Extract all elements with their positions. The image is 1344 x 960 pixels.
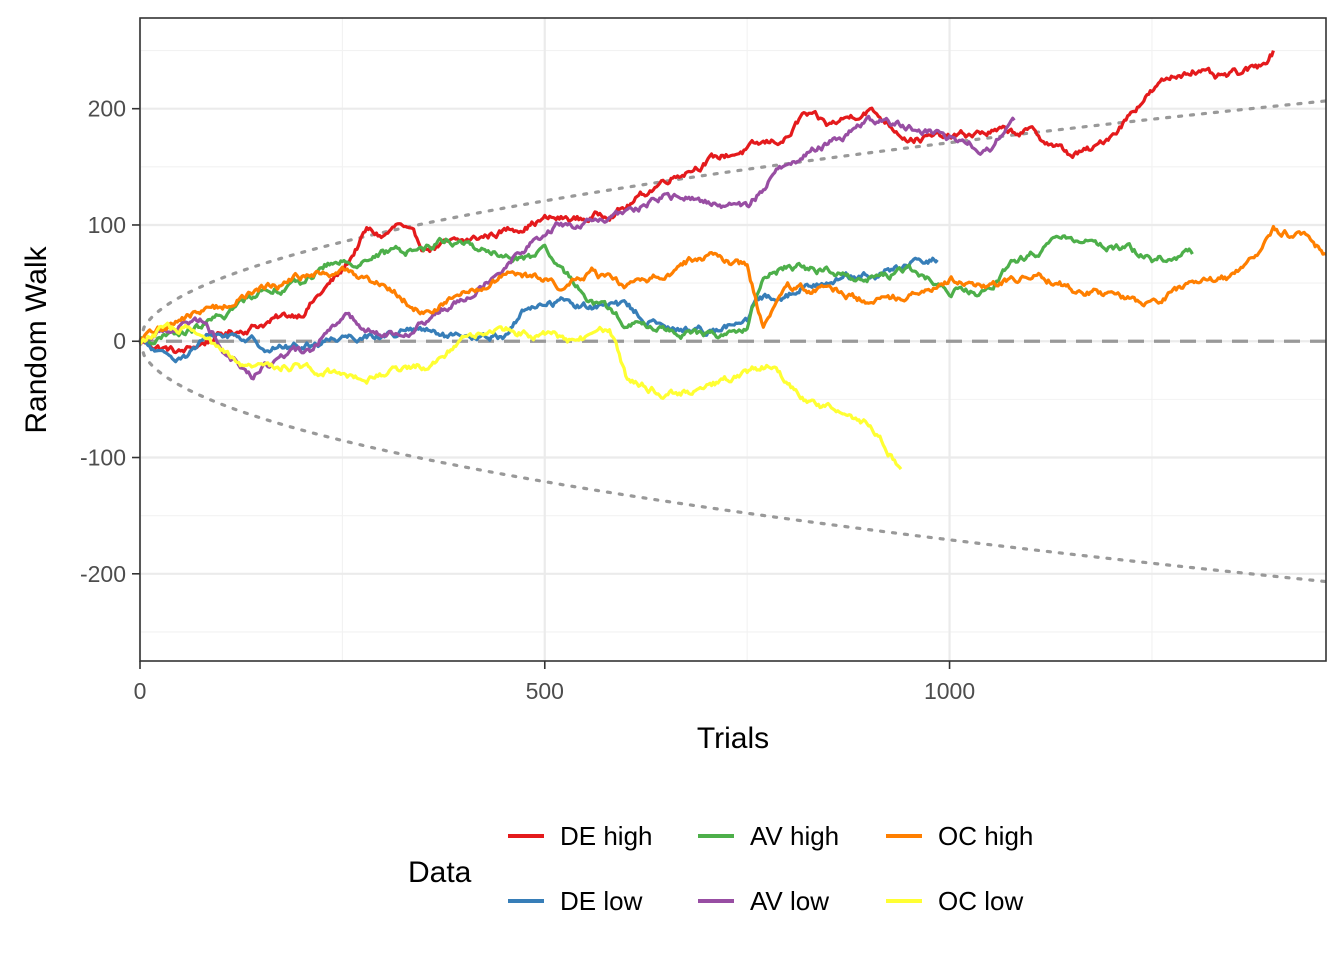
y-tick-label: -200 [80, 561, 126, 587]
legend-item-oc-low: OC low [886, 886, 1023, 916]
legend-item-de-low: DE low [508, 886, 643, 916]
legend-label: AV low [750, 886, 829, 916]
y-tick-label: 0 [113, 328, 126, 354]
legend-item-av-high: AV high [698, 821, 839, 851]
legend-title: Data [408, 856, 472, 889]
panel-background [140, 18, 1326, 661]
legend-item-oc-high: OC high [886, 821, 1033, 851]
upper-bound-line [138, 99, 1328, 343]
minor-gridlines [140, 18, 1326, 661]
legend-item-de-high: DE high [508, 821, 653, 851]
legend-item-av-low: AV low [698, 886, 829, 916]
x-tick-label: 500 [526, 678, 564, 704]
legend-label: OC high [938, 821, 1033, 851]
lower-bound-line [138, 339, 1328, 584]
series-line-oc-low [140, 321, 903, 471]
legend-label: AV high [750, 821, 839, 851]
x-axis-title: Trials [697, 722, 769, 755]
series-line-oc-high [140, 224, 1326, 341]
x-axis-ticks: 0 500 1000 [134, 661, 975, 704]
legend: DE high DE low AV high AV low OC high OC low [508, 821, 1033, 916]
series-line-de-low [140, 256, 939, 364]
series-lines [140, 50, 1326, 471]
y-axis-title: Random Walk [20, 245, 53, 433]
x-tick-label: 1000 [924, 678, 975, 704]
y-tick-label: 200 [88, 96, 126, 122]
panel-border [139, 17, 1327, 662]
series-line-de-high [140, 50, 1275, 355]
x-tick-label: 0 [134, 678, 147, 704]
series-line-av-low [140, 114, 1016, 381]
legend-label: DE low [560, 886, 643, 916]
y-tick-label: 100 [88, 212, 126, 238]
legend-label: OC low [938, 886, 1023, 916]
legend-label: DE high [560, 821, 653, 851]
y-axis-ticks: -200 -100 0 100 200 [80, 96, 140, 587]
y-tick-label: -100 [80, 445, 126, 471]
